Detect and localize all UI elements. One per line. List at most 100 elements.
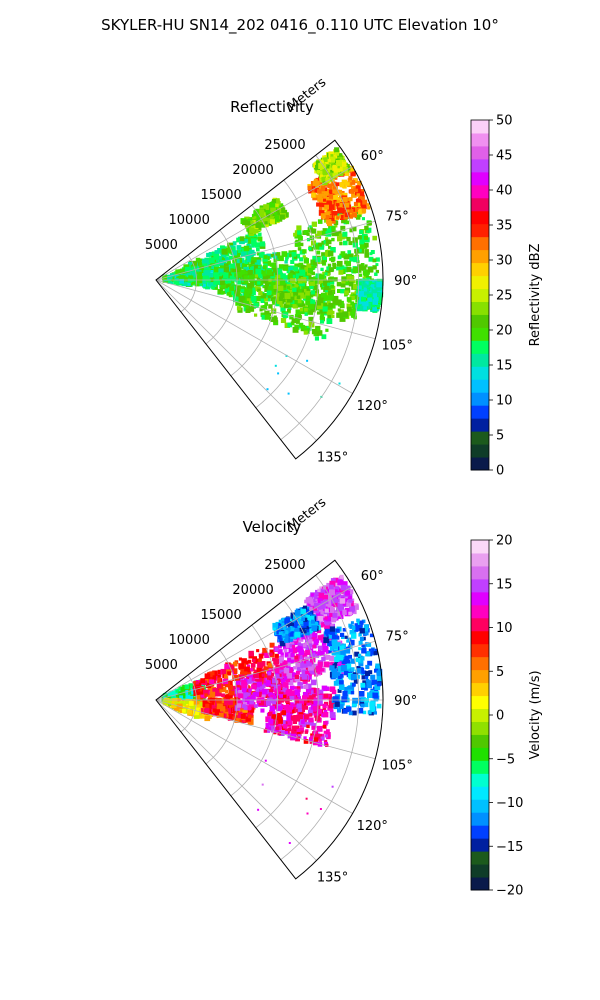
echo-cell (226, 284, 230, 288)
echo-cell (212, 688, 219, 694)
echo-cell (241, 247, 246, 252)
echo-cell (296, 686, 301, 690)
echo-cell (353, 679, 359, 684)
echo-cell (315, 164, 320, 170)
echo-cell (324, 734, 328, 738)
echo-cell (301, 673, 308, 680)
echo-cell (273, 271, 278, 276)
echo-cell (316, 169, 321, 174)
echo-cell (251, 257, 257, 263)
echo-cell (278, 677, 283, 682)
echo-cell (235, 709, 239, 713)
echo-cell (292, 296, 298, 301)
echo-cell (344, 287, 351, 293)
echo-cell (350, 301, 355, 306)
echo-cell (334, 701, 340, 707)
echo-cell (344, 290, 349, 296)
echo-cell (235, 300, 241, 306)
echo-cell (340, 632, 345, 637)
echo-cell (346, 275, 352, 281)
echo-cell (245, 271, 249, 275)
colorbar-swatch (471, 197, 489, 212)
echo-cell (320, 213, 326, 219)
echo-cell (280, 304, 284, 308)
echo-cell (319, 274, 325, 280)
echo-cell (240, 717, 247, 723)
echo-cell (344, 655, 350, 661)
echo-cell (212, 708, 217, 713)
echo-cell (306, 660, 312, 667)
echo-cell (264, 310, 270, 316)
echo-cell (345, 281, 350, 286)
echo-cell (283, 275, 289, 281)
echo-cell (199, 258, 203, 262)
colorbar-tick-label: 15 (496, 359, 513, 374)
echo-cell (326, 309, 332, 315)
echo-cell (359, 229, 364, 235)
echo-cell (173, 280, 178, 285)
echo-cell (342, 196, 348, 203)
echo-cell (372, 306, 377, 311)
echo-cell (335, 595, 340, 600)
echo-cell (331, 256, 336, 262)
echo-cell (321, 685, 328, 692)
echo-cell (247, 282, 253, 289)
echo-cell (242, 699, 249, 706)
echo-cell (329, 712, 336, 718)
colorbar-swatch (471, 379, 489, 393)
echo-cell (342, 708, 348, 714)
echo-cell (318, 738, 322, 742)
echo-cell (246, 705, 252, 711)
echo-cell (330, 623, 334, 628)
echo-cell (235, 255, 239, 260)
echo-cell (263, 666, 269, 672)
echo-cell (262, 647, 268, 654)
echo-cell (349, 639, 355, 646)
echo-cell (290, 278, 296, 284)
echo-cell (184, 684, 190, 689)
echo-cell (309, 298, 314, 303)
echo-cell (224, 694, 230, 700)
echo-cell (238, 663, 244, 669)
echo-cell (347, 250, 352, 254)
echo-cell (179, 275, 186, 281)
echo-cell (282, 671, 288, 677)
echo-cell (301, 720, 305, 724)
echo-cell (294, 689, 300, 695)
echo-cell (372, 289, 378, 295)
echo-cell (283, 667, 290, 674)
echo-cell (348, 685, 355, 692)
echo-cell (251, 241, 257, 247)
echo-cell (258, 274, 263, 279)
echo-cell (300, 730, 304, 734)
echo-cell (312, 702, 317, 707)
echo-cell (263, 255, 268, 260)
echo-cell (316, 698, 323, 705)
echo-cell (278, 264, 284, 269)
echo-cell (325, 237, 329, 241)
echo-cell (320, 600, 325, 605)
echo-cell (354, 605, 359, 610)
echo-cell (328, 290, 333, 296)
echo-cell (295, 696, 301, 702)
echo-cell (299, 727, 305, 732)
echo-cell (371, 679, 377, 686)
echo-cell (287, 392, 290, 395)
echo-cell (218, 256, 222, 260)
echo-cell (251, 287, 256, 292)
echo-cell (312, 644, 317, 649)
echo-cell (220, 245, 225, 251)
echo-cell (276, 678, 281, 682)
echo-cell (318, 210, 325, 216)
echo-cell (307, 185, 312, 190)
echo-cell (334, 147, 340, 153)
echo-cell (272, 678, 278, 684)
echo-cell (324, 157, 329, 162)
echo-cell (349, 278, 353, 283)
echo-cell (322, 193, 326, 197)
echo-cell (258, 291, 263, 296)
echo-cell (334, 586, 339, 591)
angular-grid-line (155, 279, 317, 441)
echo-cell (302, 721, 308, 728)
echo-cell (255, 268, 262, 275)
